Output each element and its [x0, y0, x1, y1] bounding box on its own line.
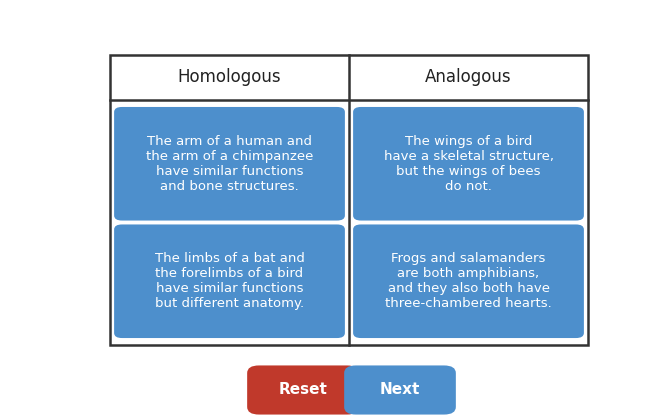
Text: Analogous: Analogous — [425, 68, 512, 87]
Text: Frogs and salamanders
are both amphibians,
and they also both have
three-chamber: Frogs and salamanders are both amphibian… — [385, 252, 552, 310]
Text: Homologous: Homologous — [178, 68, 282, 87]
FancyBboxPatch shape — [247, 365, 359, 415]
FancyBboxPatch shape — [114, 224, 345, 338]
FancyBboxPatch shape — [344, 365, 456, 415]
FancyBboxPatch shape — [353, 224, 584, 338]
Text: The arm of a human and
the arm of a chimpanzee
have similar functions
and bone s: The arm of a human and the arm of a chim… — [146, 135, 313, 193]
Text: The wings of a bird
have a skeletal structure,
but the wings of bees
do not.: The wings of a bird have a skeletal stru… — [384, 135, 553, 193]
FancyBboxPatch shape — [110, 55, 588, 345]
Text: Next: Next — [380, 383, 420, 397]
Text: The limbs of a bat and
the forelimbs of a bird
have similar functions
but differ: The limbs of a bat and the forelimbs of … — [155, 252, 305, 310]
FancyBboxPatch shape — [114, 107, 345, 220]
Text: Reset: Reset — [278, 383, 328, 397]
FancyBboxPatch shape — [353, 107, 584, 220]
